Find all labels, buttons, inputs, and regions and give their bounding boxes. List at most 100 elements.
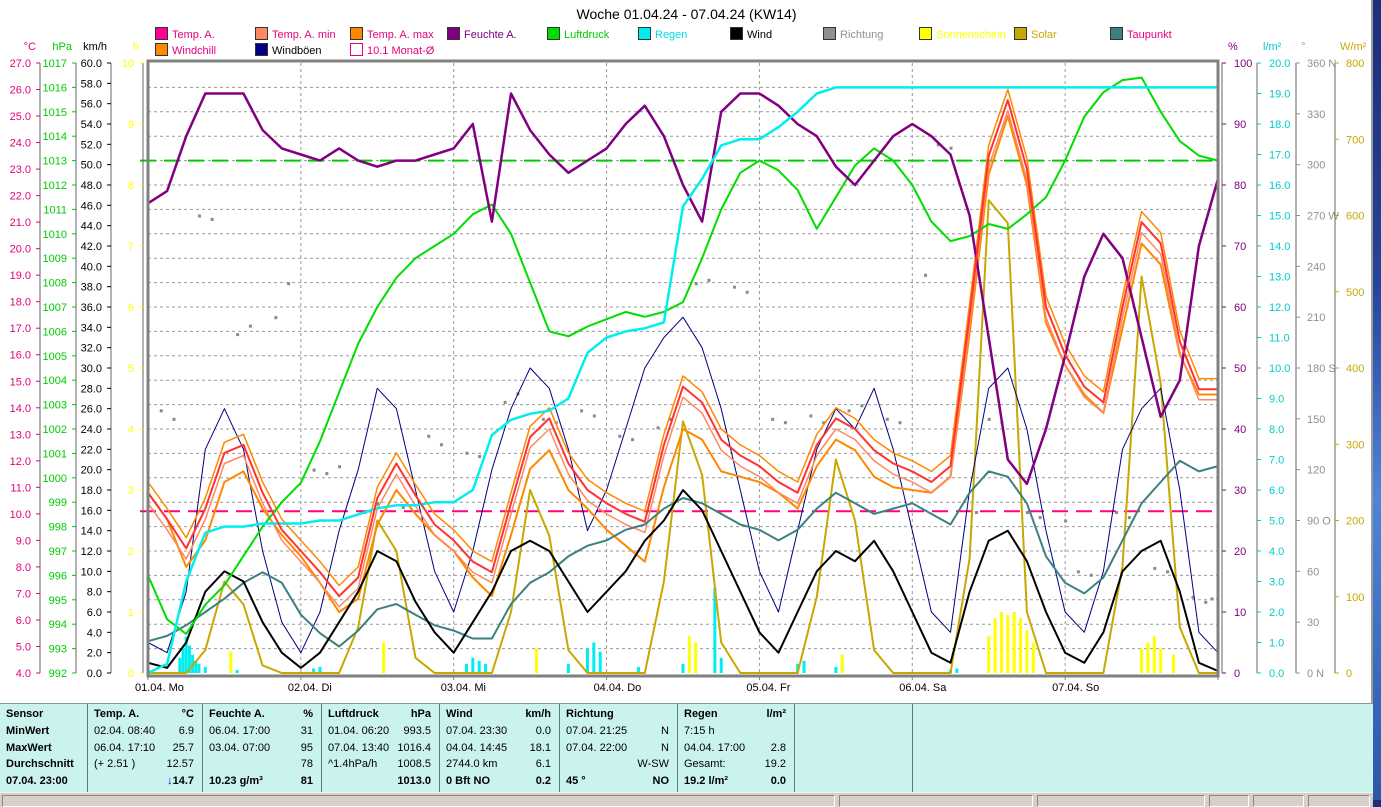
cell-label: 06.04. 17:10 bbox=[94, 741, 156, 754]
dot-richtung bbox=[1210, 597, 1214, 601]
table-column-empty bbox=[795, 704, 913, 793]
cell-label: 19.2 l/m² bbox=[684, 774, 729, 787]
axis-text: 17.0 bbox=[10, 323, 31, 335]
legend-item-richtung[interactable]: Richtung bbox=[823, 27, 883, 41]
legend-label: Wind bbox=[747, 29, 773, 41]
cell-label: Wind bbox=[446, 708, 473, 720]
legend-swatch-icon bbox=[547, 27, 560, 40]
dot-richtung bbox=[822, 421, 826, 425]
axis-text: 600 bbox=[1346, 211, 1364, 223]
legend-label: Temp. A. max bbox=[367, 29, 434, 41]
trend-down-icon: ↓ bbox=[167, 774, 173, 787]
legend-item-sonnenschein[interactable]: Sonnenschein bbox=[919, 27, 1006, 41]
axis-text: 8.0 bbox=[87, 587, 102, 599]
axis-text: 80 bbox=[1234, 180, 1246, 192]
table-row-cell: MaxWert bbox=[0, 741, 87, 757]
legend-item-solar[interactable]: Solar bbox=[1014, 27, 1057, 41]
legend-item-temp-a-max[interactable]: Temp. A. max bbox=[350, 27, 434, 41]
axis-text: 70 bbox=[1234, 241, 1246, 253]
dot-richtung bbox=[503, 400, 507, 404]
axis-text: 02.04. Di bbox=[288, 682, 332, 694]
cell-value: 6.9 bbox=[178, 725, 194, 737]
cell-value: 81 bbox=[300, 774, 313, 787]
table-column-feuchte-a-: Feuchte A.% 06.04. 17:00 31 03.04. 07:00 95 7… bbox=[203, 704, 322, 793]
cell-value: N bbox=[661, 725, 669, 737]
axis-text: 60 bbox=[1307, 566, 1319, 578]
axis-text: 9 bbox=[128, 119, 134, 131]
dot-richtung bbox=[771, 417, 775, 421]
legend-item-luftdruck[interactable]: Luftdruck bbox=[547, 27, 610, 41]
series-windboeen bbox=[147, 316, 1219, 654]
legend-label: Regen bbox=[655, 29, 688, 41]
table-row-cell bbox=[795, 724, 912, 740]
legend-item-windchill[interactable]: Windchill bbox=[155, 43, 216, 57]
cell-label: ^1.4hPa/h bbox=[328, 758, 378, 770]
legend-item-wind[interactable]: Wind bbox=[730, 27, 773, 41]
cell-value: 78 bbox=[300, 758, 313, 770]
axis-text: 05.04. Fr bbox=[746, 682, 790, 694]
cell-label: 10.23 g/m³ bbox=[209, 774, 263, 787]
axis-text: % bbox=[1228, 41, 1238, 53]
legend-label: Sonnenschein bbox=[936, 29, 1006, 41]
cell-label: 01.04. 06:20 bbox=[328, 725, 390, 737]
axis-text: 60.0 bbox=[81, 58, 102, 70]
axis-text: 994 bbox=[49, 619, 67, 631]
legend-swatch-icon bbox=[638, 27, 651, 40]
table-row-cell: 7:15 h bbox=[678, 724, 794, 740]
cell-label: Richtung bbox=[566, 708, 614, 720]
axis-text: 10 bbox=[1234, 607, 1246, 619]
axis-text: 40.0 bbox=[81, 261, 102, 273]
legend-item-windb-en[interactable]: Windböen bbox=[255, 43, 322, 57]
legend-swatch-icon bbox=[1014, 27, 1027, 40]
statusbar-segment-4 bbox=[1209, 795, 1249, 807]
legend-item-temp-a-[interactable]: Temp. A. bbox=[155, 27, 215, 41]
axis-text: 14.0 bbox=[10, 403, 31, 415]
cell-value: hPa bbox=[410, 708, 431, 720]
axis-text: 997 bbox=[49, 546, 67, 558]
dot-richtung bbox=[974, 511, 978, 515]
axis-text: 1017 bbox=[43, 58, 67, 70]
axis-text: 210 bbox=[1307, 312, 1325, 324]
axis-text: W/m² bbox=[1340, 41, 1367, 53]
dot-richtung bbox=[618, 434, 622, 438]
legend-label: Windböen bbox=[272, 45, 322, 57]
dot-richtung bbox=[274, 316, 278, 320]
axis-text: 0 bbox=[1234, 668, 1240, 680]
legend-label: Luftdruck bbox=[564, 29, 610, 41]
dot-richtung bbox=[1089, 573, 1093, 577]
axis-text: 32.0 bbox=[81, 343, 102, 355]
legend-item-regen[interactable]: Regen bbox=[638, 27, 688, 41]
series-taupunkt bbox=[147, 459, 1219, 648]
dot-richtung bbox=[197, 214, 201, 218]
axis-text: 1005 bbox=[43, 351, 67, 363]
axis-text: 1007 bbox=[43, 302, 67, 314]
legend-label: Taupunkt bbox=[1127, 29, 1172, 41]
weather-chart: °C27.026.025.024.023.022.021.020.019.018… bbox=[10, 41, 1367, 694]
dot-richtung bbox=[287, 282, 291, 286]
legend-item-10-1-monat-[interactable]: 10.1 Monat-Ø bbox=[350, 43, 434, 57]
table-row-cell: MinWert bbox=[0, 724, 87, 740]
axis-text: 13.0 bbox=[1269, 272, 1290, 284]
legend-item-feuchte-a-[interactable]: Feuchte A. bbox=[447, 27, 517, 41]
axis-text: 14.0 bbox=[81, 526, 102, 538]
series-feuchte bbox=[147, 92, 1220, 486]
axis-text: 90 bbox=[1234, 119, 1246, 131]
cell-value: 2.8 bbox=[770, 741, 786, 754]
legend-item-taupunkt[interactable]: Taupunkt bbox=[1110, 27, 1172, 41]
axis-text: 22.0 bbox=[81, 444, 102, 456]
table-row-cell bbox=[795, 774, 912, 790]
series-temp-min bbox=[147, 109, 1218, 608]
legend-item-temp-a-min[interactable]: Temp. A. min bbox=[255, 27, 336, 41]
axis-text: 800 bbox=[1346, 58, 1364, 70]
axis-text: 2 bbox=[128, 546, 134, 558]
axis-text: 18.0 bbox=[1269, 119, 1290, 131]
table-header: Feuchte A.% bbox=[203, 707, 321, 723]
dot-richtung bbox=[707, 278, 711, 282]
axis-text: 1015 bbox=[43, 107, 67, 119]
table-header: Temp. A. °C bbox=[88, 707, 202, 723]
axis-text: 17.0 bbox=[1269, 150, 1290, 162]
axis-text: 180 S bbox=[1307, 363, 1336, 375]
table-header bbox=[795, 707, 912, 723]
cell-label: 07.04. 13:40 bbox=[328, 741, 390, 754]
